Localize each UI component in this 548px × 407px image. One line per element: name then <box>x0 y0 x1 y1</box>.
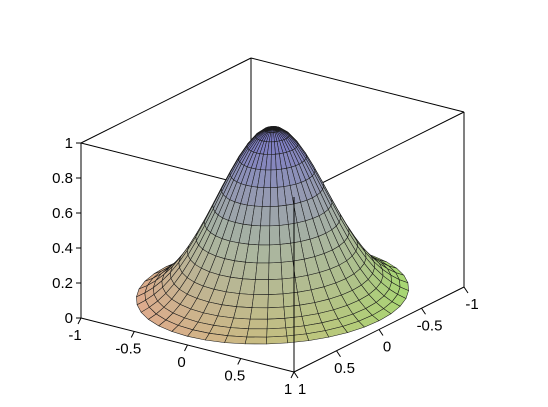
x-tick-label: 0 <box>177 354 185 371</box>
x-tick-mark <box>130 331 135 338</box>
mesh-cell <box>230 317 251 330</box>
mesh-cell <box>233 306 253 320</box>
mesh-cell <box>227 327 249 338</box>
x-tick-label: 1 <box>284 381 292 398</box>
mesh-cell <box>267 306 286 320</box>
x-tick-mark <box>77 317 82 325</box>
mesh-cell <box>268 278 284 295</box>
x-tick-label: -1 <box>68 327 81 344</box>
z-tick-label: 0 <box>65 310 73 327</box>
y-tick-label: 0.5 <box>334 360 355 377</box>
mesh-cell <box>266 318 287 330</box>
z-tick-label: 1 <box>65 135 73 152</box>
mesh-cell <box>246 328 268 338</box>
y-tick-label: 0 <box>383 339 391 356</box>
x-tick-mark <box>290 371 295 379</box>
mesh-cell <box>280 260 296 280</box>
y-tick-label: 1 <box>298 381 306 398</box>
mesh-cell <box>267 293 285 309</box>
x-tick-label: 0.5 <box>224 368 245 385</box>
mesh-cell <box>271 141 276 155</box>
bounding-box-back <box>80 57 465 318</box>
y-tick-mark <box>421 307 426 315</box>
surface-mesh <box>136 126 409 345</box>
mesh-cell <box>281 277 298 295</box>
mesh-cell <box>268 244 282 264</box>
y-tick-mark <box>293 371 299 379</box>
mesh-cell <box>261 187 271 207</box>
y-tick-label: -0.5 <box>417 317 443 334</box>
mesh-cell <box>268 262 283 280</box>
y-tick-mark <box>378 329 384 336</box>
axis-ticks <box>76 142 469 379</box>
mesh-cell <box>255 262 270 280</box>
box-edge-top-left <box>80 57 252 144</box>
z-tick-label: 0.4 <box>52 240 73 257</box>
x-tick-mark <box>184 344 188 352</box>
mesh-cell <box>253 279 269 295</box>
y-tick-mark <box>463 286 469 294</box>
x-tick-mark <box>237 358 242 365</box>
mesh-cell <box>278 224 291 245</box>
mesh-cell <box>224 335 248 345</box>
axis-tick-labels: 0 0.2 0.4 0.6 0.8 1 -1 -0.5 0 0.5 1 -1 -0.5 0 0.5 1 <box>52 135 479 398</box>
mesh-cell <box>266 335 288 345</box>
z-tick-label: 0.2 <box>52 275 73 292</box>
mesh-cell <box>266 327 288 338</box>
mesh-cell <box>260 206 271 227</box>
mesh-cell <box>258 225 271 246</box>
mesh-cell <box>244 336 267 345</box>
mesh-cell <box>279 242 294 263</box>
mesh-cell <box>283 304 303 319</box>
z-tick-label: 0.8 <box>52 170 73 187</box>
mesh-cell <box>256 244 270 264</box>
x-tick-label: -0.5 <box>115 341 141 358</box>
mesh-cell <box>249 307 269 320</box>
box-edge-top-right <box>250 57 465 113</box>
y-tick-mark <box>336 350 341 358</box>
mesh-cell <box>251 294 269 309</box>
mesh-cell <box>248 318 268 330</box>
y-tick-label: -1 <box>465 296 478 313</box>
mesh-cell <box>239 278 256 295</box>
mesh-cell <box>269 187 279 207</box>
mesh-cell <box>236 293 254 308</box>
z-tick-label: 0.6 <box>52 205 73 222</box>
mesh-cell <box>282 292 300 308</box>
mesh-cell <box>269 205 280 227</box>
mesh-cell <box>269 225 281 246</box>
